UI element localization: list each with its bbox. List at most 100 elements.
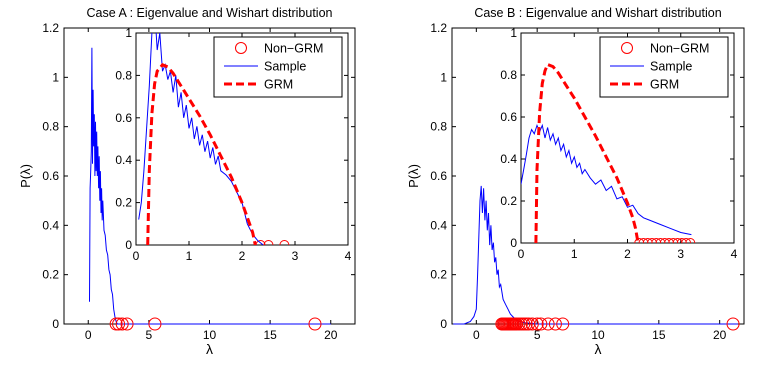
inset-x-tick-label: 4 — [731, 247, 738, 261]
legend-label: GRM — [264, 78, 293, 92]
legend-label: GRM — [650, 78, 679, 92]
x-tick-label: 0 — [85, 328, 92, 342]
inset-y-tick-label: 0.2 — [500, 194, 517, 208]
y-tick-label: 0.6 — [42, 169, 59, 183]
inset-x-tick-label: 1 — [571, 247, 578, 261]
inset-y-tick-label: 0.8 — [115, 68, 132, 82]
non-grm-marker — [112, 317, 126, 331]
inset-non-grm-marker — [664, 238, 675, 243]
x-tick-label: 15 — [263, 328, 277, 342]
inset-sample-series-line — [138, 33, 264, 245]
non-grm-marker — [534, 317, 548, 331]
y-tick-label: 0.6 — [430, 169, 447, 183]
y-tick-label: 0.8 — [42, 120, 59, 134]
non-grm-marker — [548, 317, 562, 331]
x-tick-label: 20 — [713, 328, 727, 342]
inset-x-tick-label: 3 — [292, 249, 299, 263]
inset-non-grm-marker — [651, 238, 662, 243]
legend: Non−GRM Sample GRM — [213, 36, 343, 98]
inset-x-tick-label: 1 — [186, 249, 193, 263]
legend-non-grm-symbol — [621, 42, 633, 54]
non-grm-marker — [148, 317, 162, 331]
x-tick-label: 0 — [473, 328, 480, 342]
inset-x-tick-label: 3 — [677, 247, 684, 261]
y-tick-label: 0 — [440, 317, 447, 331]
chart-title: Case B : Eigenvalue and Wishart distribu… — [474, 6, 721, 20]
grm-series-line — [534, 62, 640, 243]
y-tick-label: 0 — [52, 317, 59, 331]
non-grm-marker — [556, 317, 570, 331]
y-tick-label: 0.4 — [430, 218, 447, 232]
x-tick-label: 10 — [591, 328, 605, 342]
non-grm-marker — [541, 317, 555, 331]
legend-label: Sample — [650, 60, 692, 74]
inset-y-tick-label: 1 — [510, 26, 517, 40]
non-grm-marker — [308, 317, 322, 331]
inset-axes: 0 1 2 3 4 0 0.2 0.4 0.6 0.8 1 Non−GRM Sample GRM — [500, 26, 737, 261]
chart-panel-a: Case A : Eigenvalue and Wishart distribu… — [18, 6, 356, 357]
y-tick-label: 1.2 — [42, 21, 59, 35]
inset-x-tick-label: 4 — [345, 249, 352, 263]
x-tick-label: 15 — [652, 328, 666, 342]
inset-non-grm-marker — [685, 238, 696, 243]
non-grm-marker — [530, 317, 544, 331]
inset-non-grm-marker — [655, 238, 666, 243]
legend-label: Non−GRM — [264, 42, 323, 56]
inset-non-grm-marker — [681, 238, 692, 243]
inset-non-grm-marker — [676, 238, 687, 243]
legend-label: Non−GRM — [650, 42, 709, 56]
inset-non-grm-marker — [659, 238, 670, 243]
y-tick-label: 1 — [440, 70, 447, 84]
inset-non-grm-marker — [668, 238, 679, 243]
inset-non-grm-marker — [638, 238, 649, 243]
inset-x-tick-label: 0 — [518, 247, 525, 261]
y-tick-label: 0.2 — [42, 268, 59, 282]
legend: Non−GRM Sample GRM — [599, 36, 729, 98]
x-tick-label: 5 — [146, 328, 153, 342]
inset-non-grm-marker — [263, 240, 274, 245]
inset-data — [521, 62, 696, 243]
inset-y-tick-label: 0.2 — [115, 196, 132, 210]
y-axis-label: P(λ) — [406, 164, 421, 188]
y-tick-label: 1.2 — [430, 21, 447, 35]
inset-non-grm-marker — [634, 238, 645, 243]
legend-label: Sample — [264, 60, 306, 74]
inset-x-tick-label: 2 — [239, 249, 246, 263]
y-tick-label: 0.8 — [430, 120, 447, 134]
inset-non-grm-marker — [255, 240, 266, 245]
y-tick-label: 1 — [52, 70, 59, 84]
inset-non-grm-marker — [279, 240, 290, 245]
inset-y-tick-label: 0.6 — [115, 111, 132, 125]
non-grm-marker — [525, 317, 539, 331]
inset-data — [138, 33, 290, 245]
inset-y-tick-label: 0 — [510, 236, 517, 250]
chart-title: Case A : Eigenvalue and Wishart distribu… — [87, 6, 333, 20]
x-axis-label: λ — [595, 341, 602, 357]
inset-non-grm-marker — [642, 238, 653, 243]
inset-non-grm-marker — [646, 238, 657, 243]
x-tick-label: 10 — [203, 328, 217, 342]
non-grm-marker — [115, 317, 129, 331]
inset-y-tick-label: 1 — [125, 26, 132, 40]
chart-panel-b: Case B : Eigenvalue and Wishart distribu… — [406, 6, 745, 357]
inset-x-tick-label: 2 — [624, 247, 631, 261]
inset-non-grm-marker — [672, 238, 683, 243]
grm-series-line — [146, 63, 257, 245]
legend-non-grm-symbol — [235, 42, 247, 54]
x-axis-label: λ — [206, 341, 213, 357]
non-grm-marker — [726, 317, 740, 331]
inset-x-tick-label: 0 — [133, 249, 140, 263]
inset-y-tick-label: 0.4 — [115, 153, 132, 167]
y-tick-label: 0.4 — [42, 218, 59, 232]
non-grm-marker — [120, 317, 134, 331]
inset-axes: 0 1 2 3 4 0 0.2 0.4 0.6 0.8 1 Non−GRM Sample GRM — [115, 26, 352, 263]
y-axis-label: P(λ) — [18, 164, 33, 188]
inset-y-tick-label: 0.6 — [500, 110, 517, 124]
y-tick-label: 0.2 — [430, 268, 447, 282]
inset-y-tick-label: 0.8 — [500, 68, 517, 82]
x-tick-label: 20 — [324, 328, 338, 342]
x-tick-label: 5 — [534, 328, 541, 342]
inset-y-tick-label: 0.4 — [500, 152, 517, 166]
inset-y-tick-label: 0 — [125, 238, 132, 252]
